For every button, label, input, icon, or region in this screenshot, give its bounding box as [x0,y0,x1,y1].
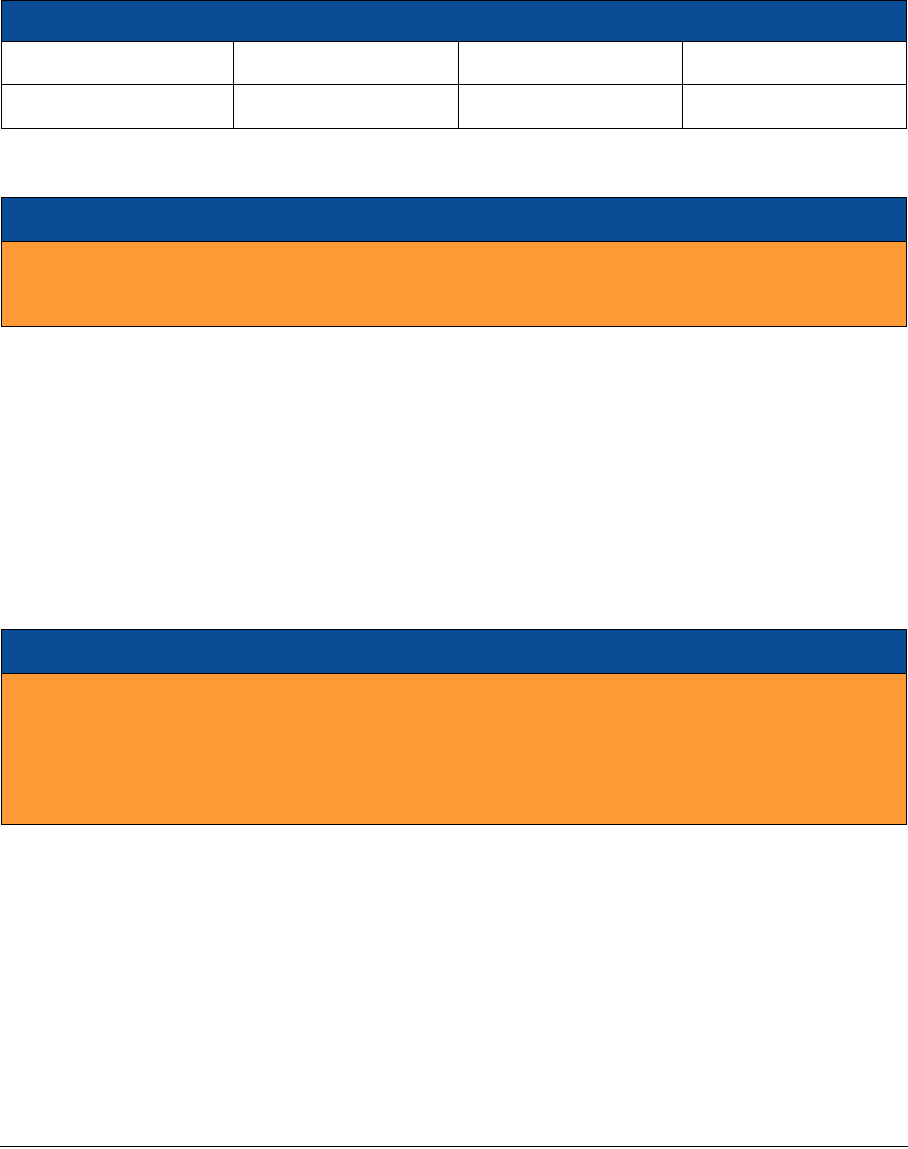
info-box [1,629,907,825]
table-cell [682,41,907,85]
table-cell [233,84,459,129]
table-cell [1,41,234,85]
table-cell [458,84,683,129]
box-body [2,674,906,824]
table-cell [1,84,234,129]
footer-rule [0,1146,908,1147]
table-cell [458,41,683,85]
table-cell [233,41,459,85]
box-body [2,242,906,326]
table [0,0,908,129]
box-header [2,630,906,674]
info-box [1,197,907,327]
table-cell [682,84,907,129]
box-header [2,198,906,242]
table-header [1,0,907,42]
